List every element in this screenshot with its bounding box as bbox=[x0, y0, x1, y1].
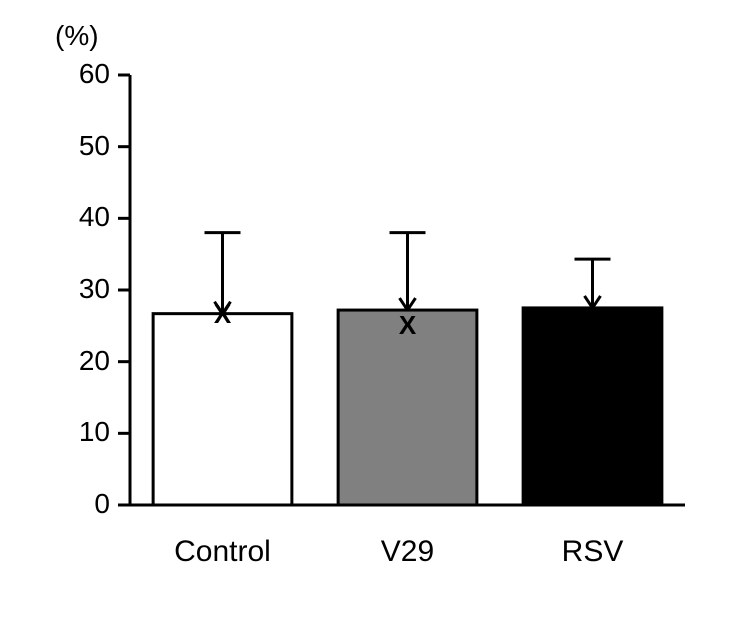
data-point-marker: X bbox=[208, 299, 238, 330]
y-tick-label: 20 bbox=[50, 345, 110, 377]
y-tick-label: 30 bbox=[50, 273, 110, 305]
x-category-label: Control bbox=[133, 535, 313, 569]
y-tick-label: 0 bbox=[50, 488, 110, 520]
bar-chart bbox=[0, 0, 756, 618]
x-category-label: V29 bbox=[318, 535, 498, 569]
y-axis-label: (%) bbox=[55, 20, 99, 52]
y-tick-label: 60 bbox=[50, 58, 110, 90]
y-tick-label: 50 bbox=[50, 130, 110, 162]
x-category-label: RSV bbox=[503, 535, 683, 569]
y-tick-label: 40 bbox=[50, 201, 110, 233]
data-point-marker: X bbox=[393, 310, 423, 341]
y-tick-label: 10 bbox=[50, 416, 110, 448]
